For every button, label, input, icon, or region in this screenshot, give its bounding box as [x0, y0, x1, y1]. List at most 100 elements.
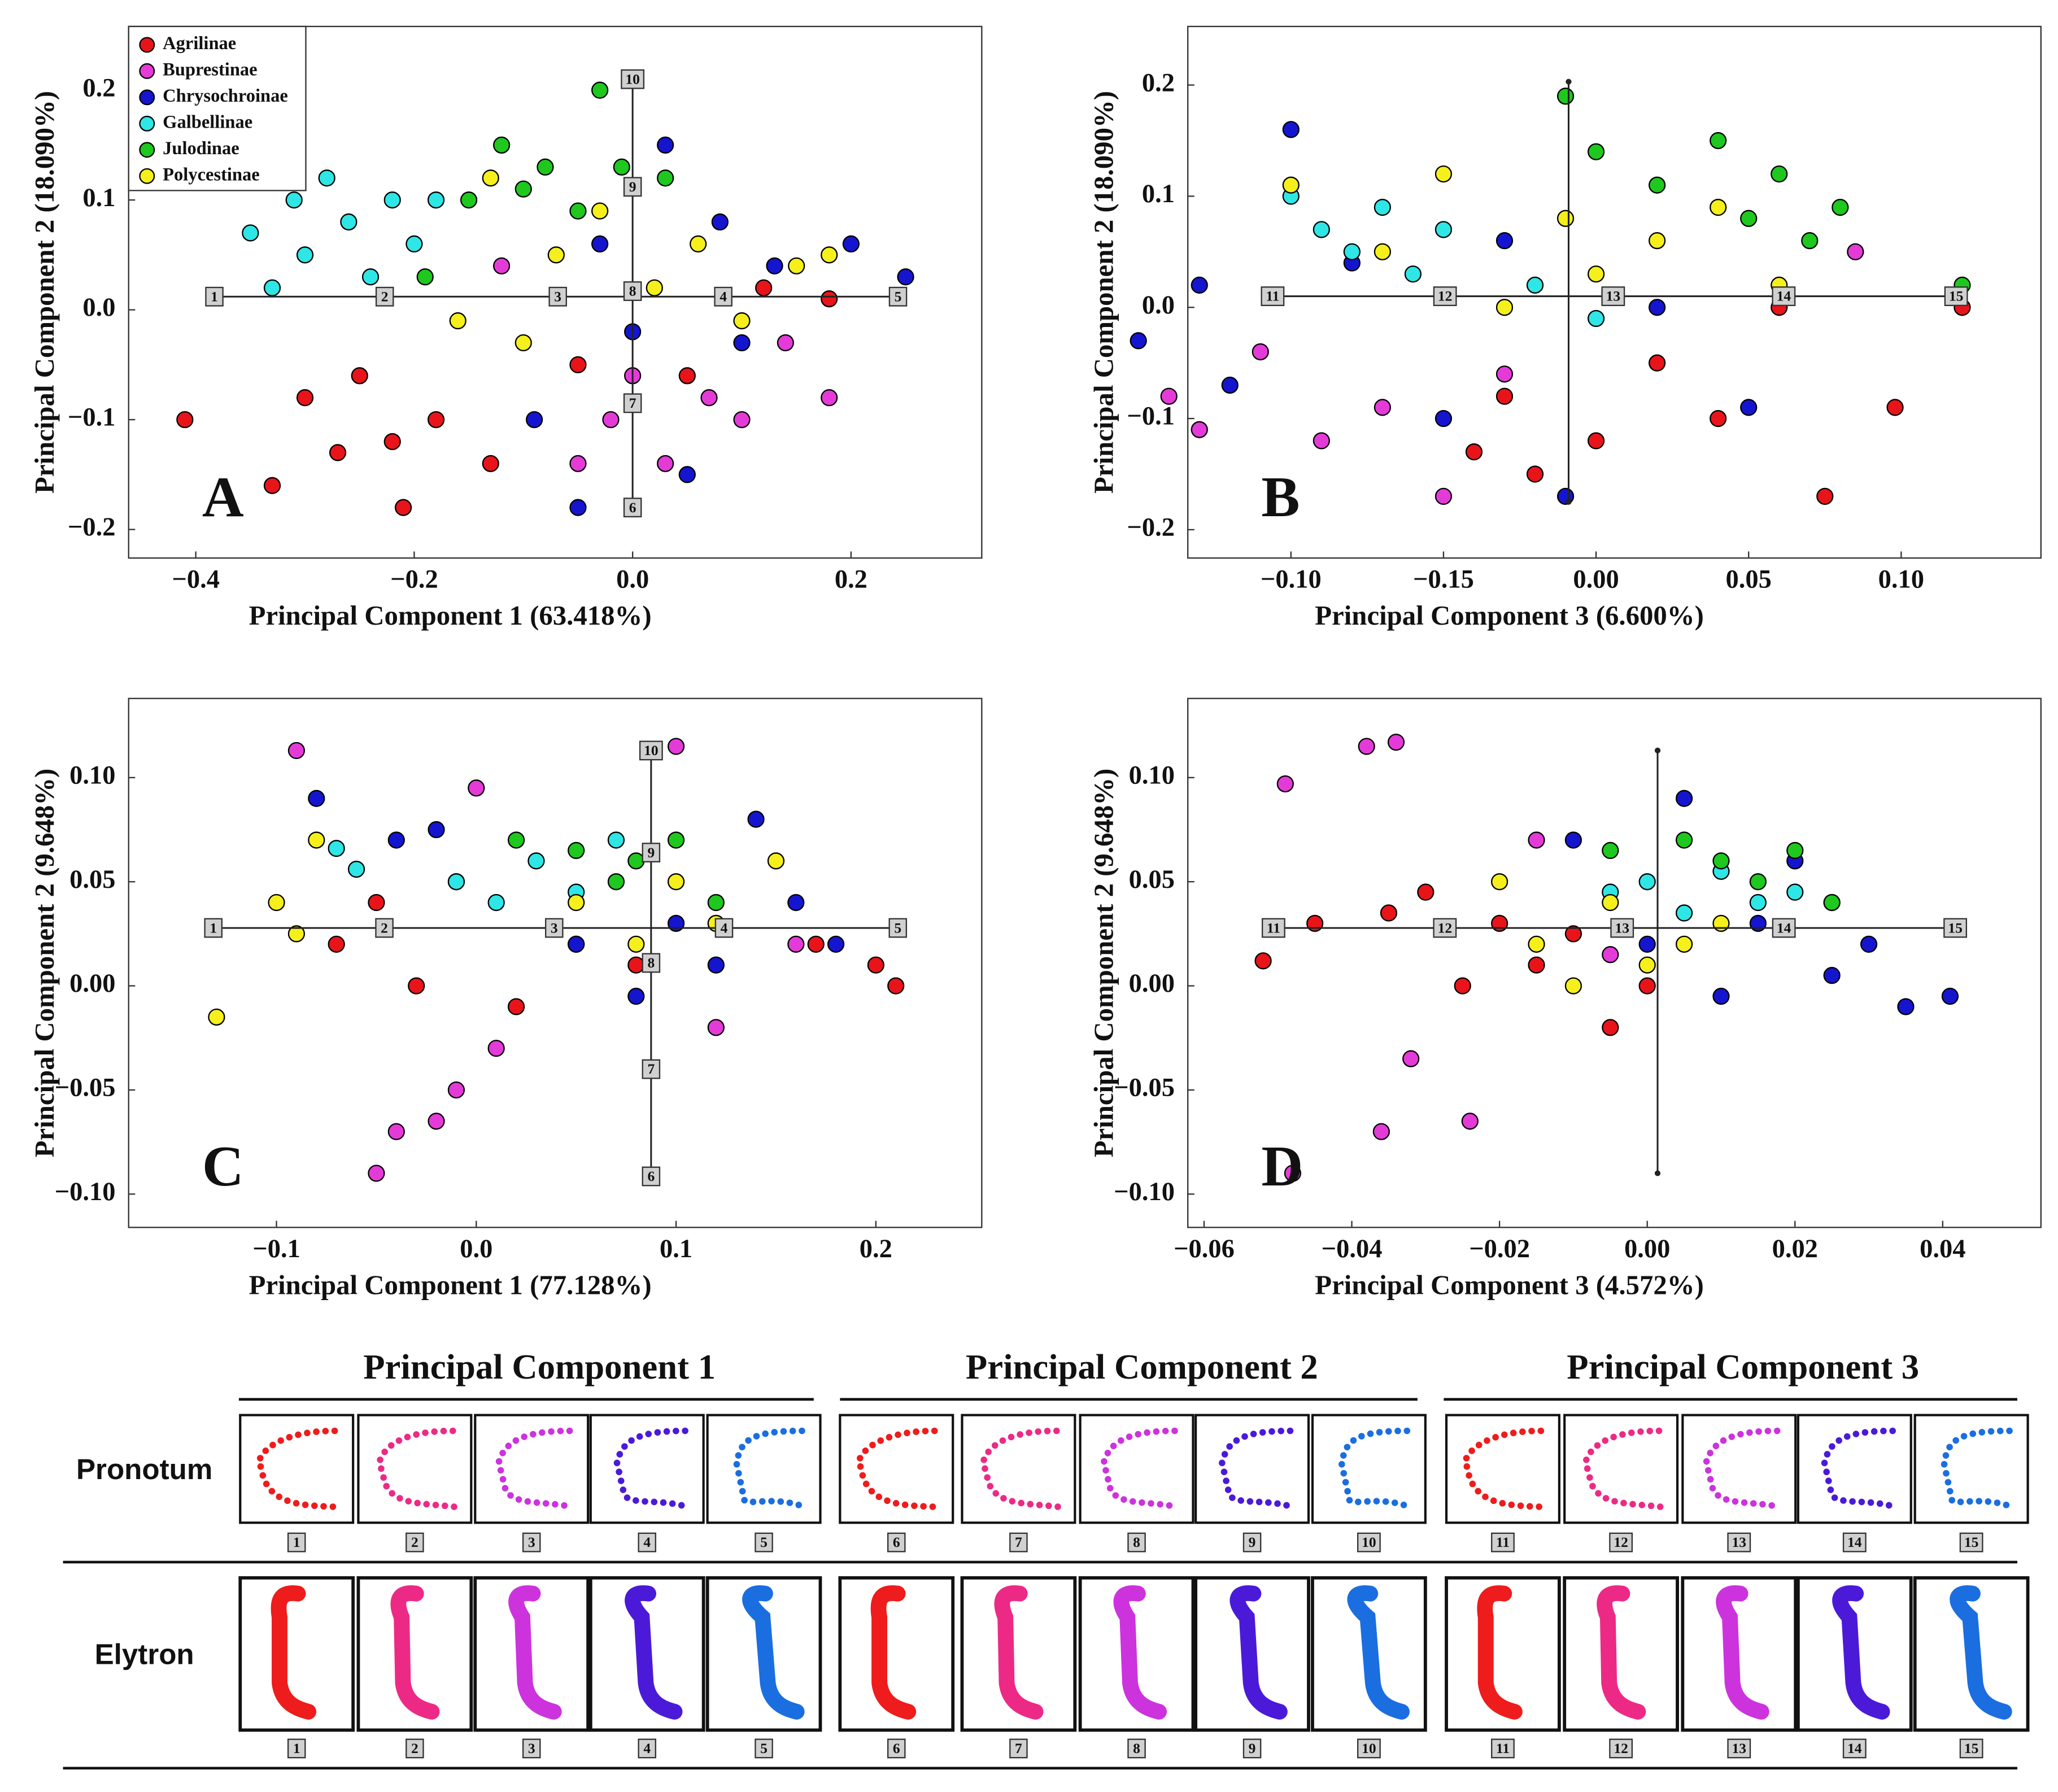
point	[468, 779, 485, 797]
y-axis-label: Principal Component 2 (18.090%)	[1088, 91, 1119, 494]
marker-label: 7	[647, 1061, 655, 1077]
marker-label: 2	[381, 919, 388, 936]
point	[733, 411, 751, 429]
marker-label: 15	[1949, 288, 1964, 304]
x-tick-label: 0.05	[1726, 565, 1772, 594]
point	[607, 831, 625, 849]
marker-label: 13	[1606, 288, 1621, 304]
number-label: 9	[1249, 1534, 1256, 1550]
marker-box	[642, 1059, 661, 1079]
point	[1740, 210, 1758, 227]
point	[383, 191, 401, 209]
marker-box	[545, 918, 564, 938]
marker-label: 9	[629, 178, 636, 195]
marker-label: 8	[647, 954, 655, 971]
legend-box	[128, 25, 307, 191]
y-axis-label: Principal Component 2 (9.648%)	[1088, 769, 1119, 1158]
point	[1564, 925, 1582, 943]
column-header: Principal Component 3	[1567, 1347, 1919, 1386]
point	[1130, 332, 1147, 350]
point	[1675, 790, 1693, 807]
number-label: 7	[1015, 1534, 1022, 1550]
number-box	[287, 1738, 306, 1759]
point	[1343, 243, 1361, 260]
pronotum-shape	[1821, 1427, 1899, 1511]
point	[1282, 121, 1300, 138]
marker-label: 7	[629, 395, 636, 411]
point	[318, 169, 335, 187]
plot-frame	[128, 697, 983, 1228]
number-box	[887, 1738, 906, 1759]
shape-box	[1563, 1576, 1679, 1732]
point	[1160, 387, 1178, 405]
y-tick-label: 0.0	[1142, 291, 1175, 320]
y-tick-label: −0.2	[68, 513, 116, 542]
point	[1380, 904, 1398, 922]
legend-label: Buprestinae	[163, 59, 257, 80]
marker-label: 4	[721, 919, 728, 936]
point	[514, 180, 532, 198]
point	[1374, 198, 1391, 216]
y-tick-label: 0.2	[1142, 68, 1175, 97]
point	[733, 312, 751, 330]
point	[657, 169, 674, 187]
pronotum-shape	[1703, 1427, 1784, 1511]
point	[591, 202, 609, 220]
point	[1387, 734, 1405, 751]
point	[707, 893, 725, 912]
point	[351, 367, 368, 385]
y-tick-label: 0.05	[1129, 865, 1175, 894]
point	[646, 279, 663, 297]
point	[657, 136, 674, 154]
number-box	[1959, 1532, 1983, 1553]
marker-label: 1	[211, 288, 218, 304]
legend-label: Polycestinae	[163, 164, 260, 185]
pronotum-shape	[732, 1427, 808, 1511]
number-box	[1842, 1738, 1867, 1759]
point	[1358, 738, 1375, 755]
point	[569, 455, 587, 472]
elytron-shape	[1950, 1585, 2012, 1720]
marker-label: 6	[629, 499, 636, 516]
point	[1313, 432, 1330, 450]
point	[416, 268, 434, 286]
legend-label: Galbellinae	[163, 112, 252, 132]
number-label: 2	[411, 1740, 418, 1756]
marker-label: 9	[647, 844, 655, 861]
marker-box	[642, 953, 661, 973]
x-tick-label: 0.10	[1878, 565, 1924, 594]
number-label: 12	[1614, 1534, 1628, 1550]
point	[492, 136, 511, 154]
marker-box	[1261, 918, 1285, 938]
number-label: 8	[1133, 1534, 1140, 1550]
marker-box	[714, 286, 732, 307]
point	[667, 738, 685, 755]
point	[1454, 977, 1471, 995]
point	[1313, 221, 1330, 238]
number-label: 10	[1362, 1534, 1376, 1550]
point	[1491, 914, 1508, 932]
number-box	[638, 1532, 656, 1553]
point	[537, 158, 554, 176]
marker-label: 3	[551, 919, 558, 936]
y-tick-label: 0.00	[1129, 969, 1175, 998]
point	[285, 191, 303, 209]
point	[667, 914, 685, 932]
number-label: 5	[760, 1740, 768, 1756]
elytron-shape	[742, 1585, 805, 1720]
point	[263, 477, 281, 494]
x-tick-label: 0.02	[1772, 1235, 1818, 1263]
x-tick-label: −0.15	[1413, 565, 1474, 594]
point	[1740, 399, 1758, 416]
marker-label: 12	[1438, 288, 1453, 304]
marker-box	[639, 740, 663, 761]
marker-label: 12	[1438, 919, 1453, 936]
x-tick-label: 0.1	[660, 1235, 692, 1263]
point	[1372, 1123, 1390, 1140]
pronotum-shape	[376, 1427, 459, 1511]
number-label: 4	[643, 1534, 651, 1550]
elytron-shape	[508, 1585, 562, 1720]
pronotum-shape	[613, 1427, 691, 1511]
number-label: 13	[1732, 1534, 1746, 1550]
